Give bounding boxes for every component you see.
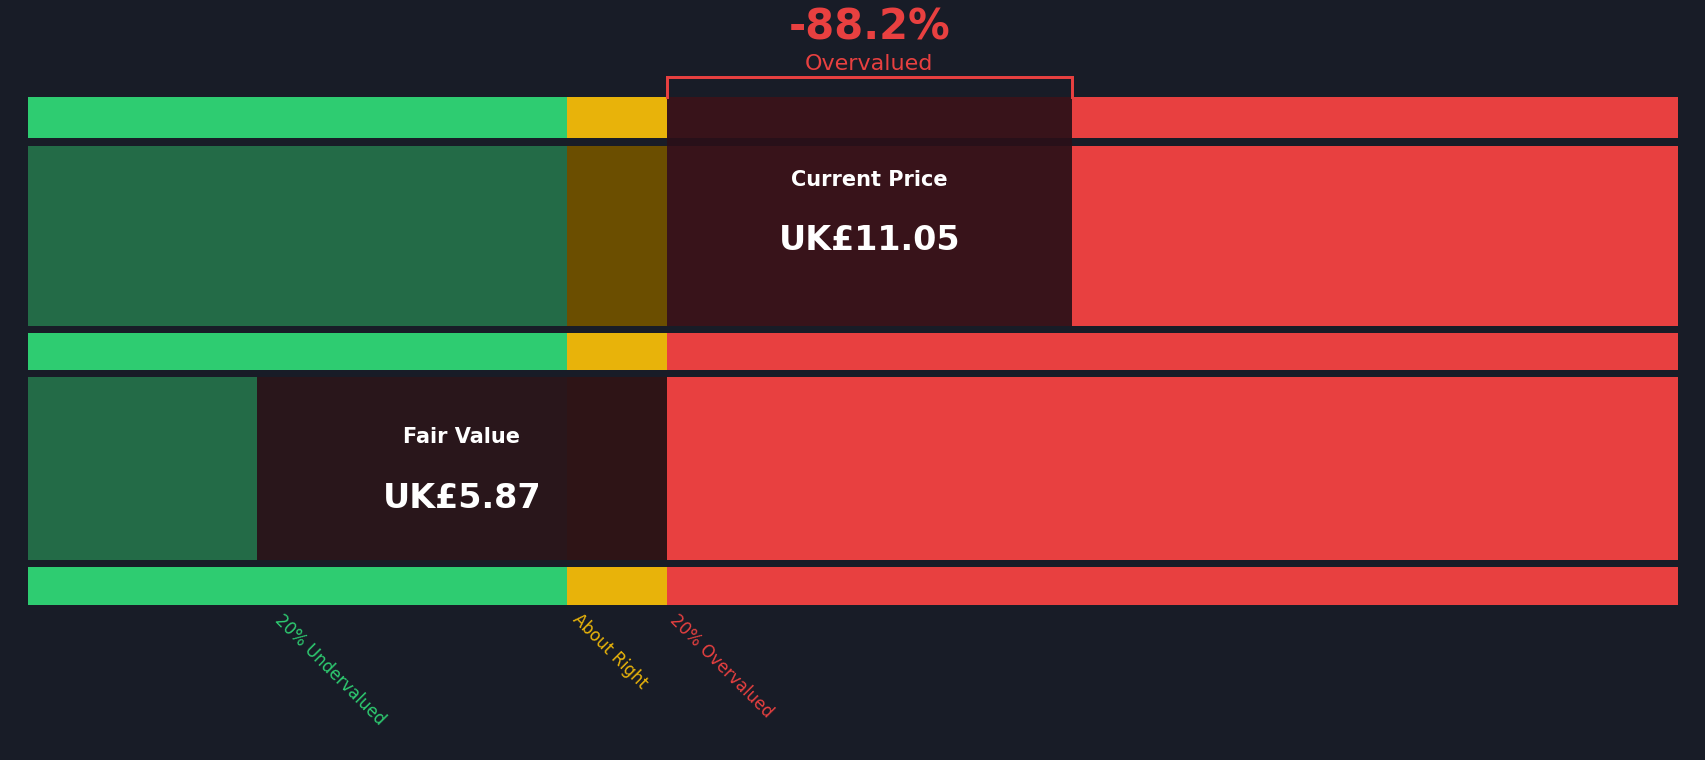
Bar [257,378,667,560]
Bar [667,378,1676,560]
Text: 20% Overvalued: 20% Overvalued [667,611,776,721]
Bar [29,333,566,370]
Text: UK£5.87: UK£5.87 [382,482,540,515]
Bar [566,97,667,138]
Bar [667,77,1071,97]
Text: Current Price: Current Price [791,169,948,189]
Bar [667,97,1676,138]
Bar [566,333,667,370]
Bar [667,567,1676,605]
Bar [667,333,1676,370]
Text: Fair Value: Fair Value [402,427,520,447]
Text: -88.2%: -88.2% [788,6,950,49]
Bar [667,146,1676,326]
Text: UK£11.05: UK£11.05 [777,224,960,258]
Text: 20% Undervalued: 20% Undervalued [271,611,389,728]
Bar [29,567,566,605]
Bar [566,378,667,560]
Bar [667,97,1071,326]
Bar [566,146,667,326]
Bar [29,378,566,560]
Bar [566,567,667,605]
Text: Overvalued: Overvalued [805,54,933,74]
Text: About Right: About Right [569,611,651,692]
Bar [29,97,566,138]
Bar [29,146,566,326]
